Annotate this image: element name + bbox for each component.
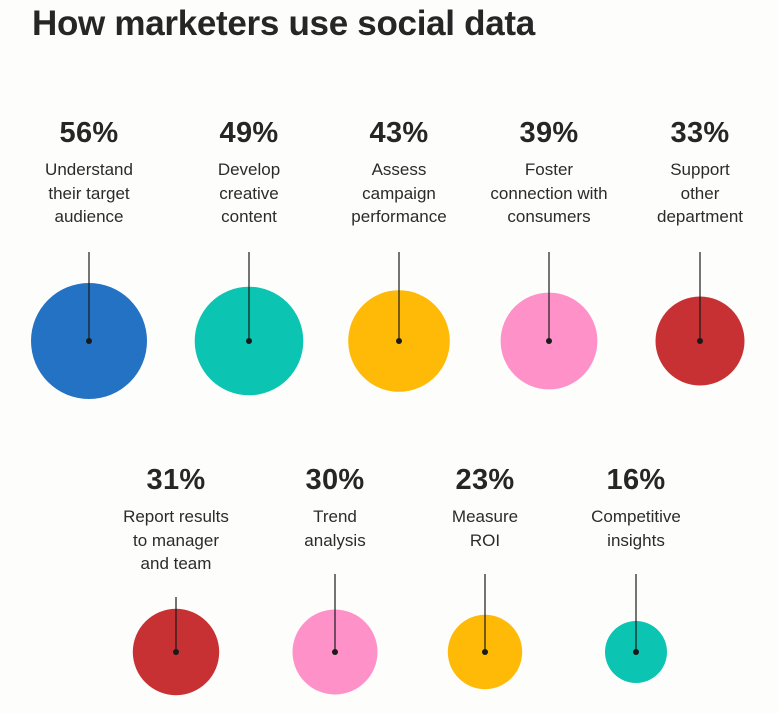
center-dot-support-other-department — [697, 338, 703, 344]
category-label-trend-analysis: Trend analysis — [304, 507, 366, 550]
category-label-assess-campaign-performance: Assess campaign performance — [351, 160, 447, 226]
center-dot-develop-creative-content — [246, 338, 252, 344]
value-label-trend-analysis: 30% — [305, 464, 365, 496]
category-label-understand-their-target-audience: Understand their target audience — [45, 160, 133, 226]
center-dot-understand-their-target-audience — [86, 338, 92, 344]
value-label-report-results-to-manager-and-team: 31% — [146, 464, 206, 496]
center-dot-competitive-insights — [633, 649, 639, 655]
category-label-competitive-insights: Competitive insights — [591, 507, 681, 550]
center-dot-report-results-to-manager-and-team — [173, 649, 179, 655]
center-dot-foster-connection-with-consumers — [546, 338, 552, 344]
center-dot-trend-analysis — [332, 649, 338, 655]
item-report-results-to-manager-and-team: 31% Report results to manager and team — [101, 463, 251, 576]
category-label-support-other-department: Support other department — [657, 160, 743, 226]
center-dot-measure-roi — [482, 649, 488, 655]
item-competitive-insights: 16% Competitive insights — [561, 463, 711, 552]
value-label-understand-their-target-audience: 56% — [59, 117, 119, 149]
item-support-other-department: 33% Support other department — [625, 116, 775, 229]
value-label-assess-campaign-performance: 43% — [369, 117, 429, 149]
category-label-report-results-to-manager-and-team: Report results to manager and team — [123, 507, 229, 573]
chart-title: How marketers use social data — [32, 4, 535, 43]
item-assess-campaign-performance: 43% Assess campaign performance — [324, 116, 474, 229]
category-label-develop-creative-content: Develop creative content — [217, 160, 281, 226]
value-label-measure-roi: 23% — [455, 464, 515, 496]
category-label-foster-connection-with-consumers: Foster connection with consumers — [490, 160, 608, 226]
item-develop-creative-content: 49% Develop creative content — [174, 116, 324, 229]
item-measure-roi: 23% Measure ROI — [410, 463, 560, 552]
value-label-develop-creative-content: 49% — [219, 117, 279, 149]
item-foster-connection-with-consumers: 39% Foster connection with consumers — [474, 116, 624, 229]
value-label-support-other-department: 33% — [670, 117, 730, 149]
item-trend-analysis: 30% Trend analysis — [260, 463, 410, 552]
category-label-measure-roi: Measure ROI — [451, 507, 519, 550]
value-label-competitive-insights: 16% — [606, 464, 666, 496]
value-label-foster-connection-with-consumers: 39% — [519, 117, 579, 149]
center-dot-assess-campaign-performance — [396, 338, 402, 344]
item-understand-their-target-audience: 56% Understand their target audience — [14, 116, 164, 229]
